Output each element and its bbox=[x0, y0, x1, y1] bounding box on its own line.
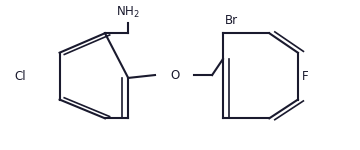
Text: O: O bbox=[170, 69, 179, 82]
Text: Cl: Cl bbox=[14, 70, 26, 83]
Text: Br: Br bbox=[225, 14, 238, 27]
Text: NH$_2$: NH$_2$ bbox=[116, 4, 140, 20]
Text: F: F bbox=[302, 70, 309, 83]
